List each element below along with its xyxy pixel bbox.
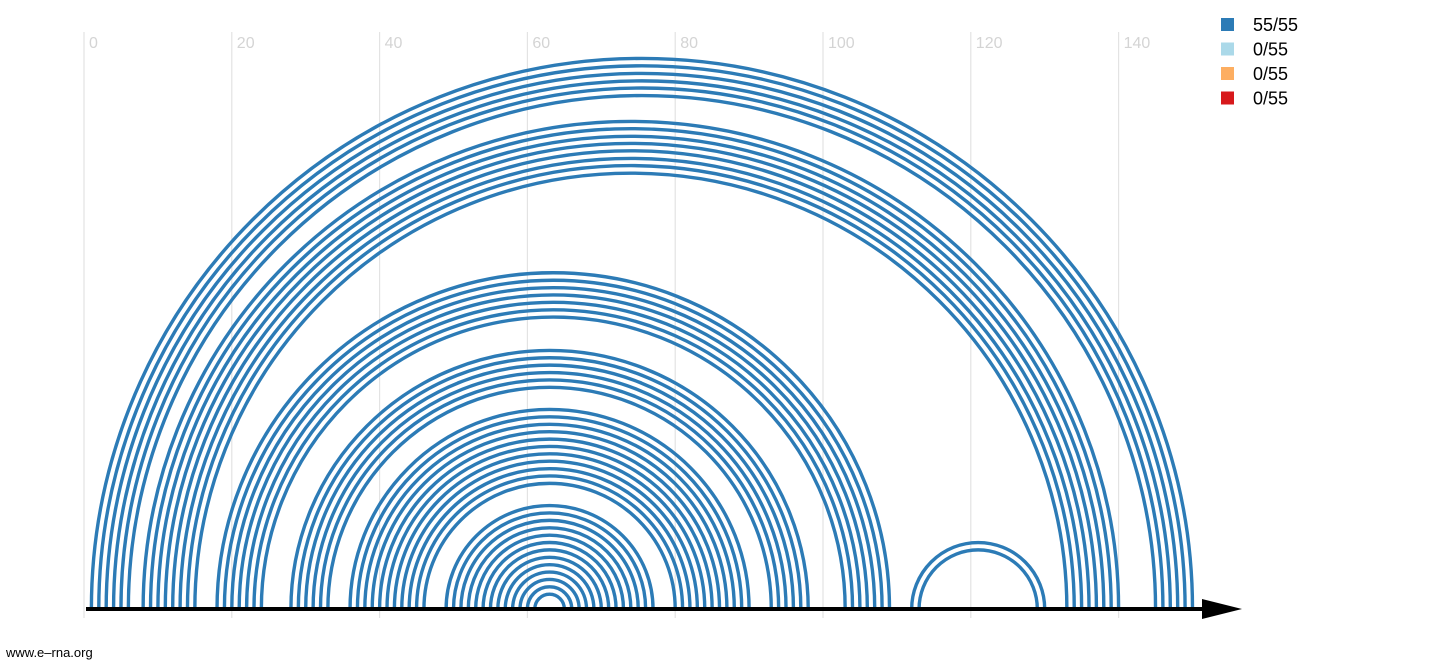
base-pair-arc bbox=[304, 363, 796, 610]
base-pair-arc bbox=[496, 555, 603, 610]
base-pair-arc bbox=[909, 540, 1047, 610]
base-pair-arc bbox=[392, 452, 707, 610]
base-pair-arc bbox=[170, 149, 1091, 610]
base-pair-arc bbox=[259, 315, 847, 610]
base-pair-arc bbox=[481, 540, 618, 610]
base-pair-arc bbox=[355, 415, 744, 610]
legend-label: 0/55 bbox=[1253, 89, 1288, 109]
base-pair-arc bbox=[488, 548, 611, 610]
base-pair-arc bbox=[97, 64, 1187, 610]
legend-label: 0/55 bbox=[1253, 40, 1288, 60]
base-pair-arc bbox=[326, 385, 773, 610]
legend-swatch bbox=[1221, 91, 1234, 105]
x-tick-label: 80 bbox=[680, 35, 698, 52]
base-pair-arc bbox=[185, 163, 1076, 610]
base-pair-arc bbox=[473, 533, 626, 610]
x-tick-label: 120 bbox=[976, 35, 1003, 52]
x-tick-label: 40 bbox=[385, 35, 403, 52]
base-pair-arc bbox=[451, 511, 648, 610]
x-tick-label: 60 bbox=[532, 35, 550, 52]
legend-swatch bbox=[1221, 67, 1234, 80]
base-pair-arc bbox=[407, 466, 692, 610]
base-pair-arc bbox=[414, 474, 685, 610]
base-pair-arc bbox=[318, 378, 781, 610]
base-pair-arc bbox=[104, 71, 1180, 610]
base-pair-arc bbox=[289, 348, 810, 610]
base-pair-arc bbox=[222, 278, 884, 610]
base-pair-arc bbox=[230, 285, 877, 610]
x-tick-label: 140 bbox=[1124, 35, 1151, 52]
x-tick-label: 100 bbox=[828, 35, 855, 52]
base-pair-arc bbox=[148, 127, 1113, 610]
base-pair-arc bbox=[141, 119, 1121, 610]
base-pair-arc bbox=[252, 308, 855, 610]
base-pair-arc bbox=[178, 156, 1084, 610]
base-pair-arc bbox=[385, 444, 714, 610]
base-pair-arc bbox=[510, 570, 589, 610]
legend-label: 55/55 bbox=[1253, 15, 1298, 35]
base-pair-arc bbox=[163, 141, 1099, 610]
base-pair-arc bbox=[193, 171, 1069, 610]
base-pair-arc bbox=[444, 503, 655, 610]
base-pair-arc bbox=[111, 79, 1173, 610]
base-pair-arc bbox=[296, 356, 803, 610]
base-pair-arc bbox=[525, 585, 574, 610]
base-pair-arc bbox=[348, 407, 751, 610]
base-pair-arc bbox=[459, 518, 640, 610]
base-pair-arc bbox=[422, 481, 677, 610]
legend: 55/55 0/55 0/55 0/55 bbox=[1221, 15, 1298, 109]
base-pair-arc bbox=[363, 422, 737, 610]
credit-text: www.e–rna.org bbox=[6, 645, 93, 660]
base-pair-arc bbox=[518, 577, 581, 610]
base-pair-arc bbox=[311, 370, 788, 610]
base-pair-arc bbox=[156, 134, 1106, 610]
base-pair-arc bbox=[119, 86, 1165, 610]
sequence-axis bbox=[86, 599, 1242, 619]
base-pair-arc bbox=[400, 459, 700, 610]
x-tick-label: 20 bbox=[237, 35, 255, 52]
base-pair-arc bbox=[237, 293, 870, 610]
base-pair-arc bbox=[917, 548, 1040, 610]
base-pair-arc bbox=[377, 437, 722, 610]
base-pair-arc bbox=[215, 271, 892, 610]
base-pair-arc bbox=[466, 526, 633, 610]
axis-arrowhead bbox=[1202, 599, 1242, 619]
base-pair-arc bbox=[370, 430, 729, 610]
base-pair-arc bbox=[503, 562, 596, 610]
arcs bbox=[89, 56, 1195, 610]
legend-label: 0/55 bbox=[1253, 64, 1288, 84]
legend-swatch bbox=[1221, 42, 1234, 56]
base-pair-arc bbox=[89, 56, 1195, 610]
x-tick-label: 0 bbox=[89, 35, 98, 52]
base-pair-arc bbox=[126, 93, 1158, 610]
legend-swatch bbox=[1221, 18, 1234, 31]
base-pair-arc bbox=[244, 300, 862, 610]
base-pair-arc bbox=[533, 592, 567, 610]
